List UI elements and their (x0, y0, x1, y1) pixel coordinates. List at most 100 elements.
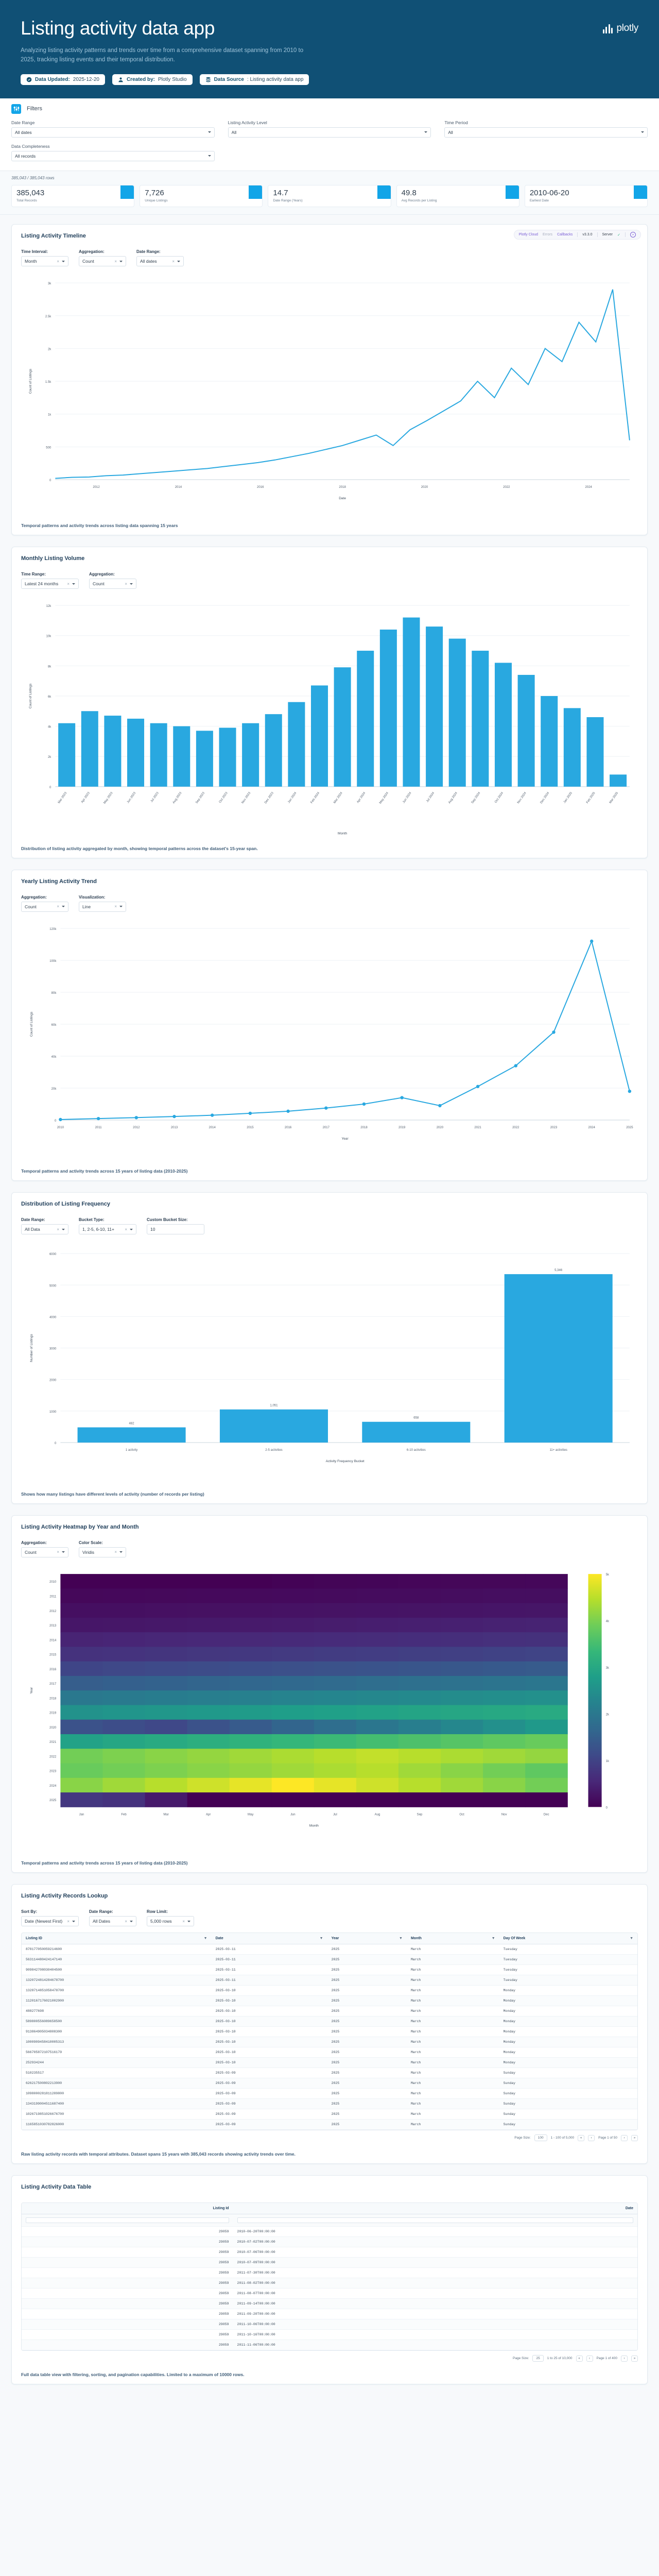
date-range-select[interactable]: All dates × (136, 256, 184, 267)
time-range-select[interactable]: Latest 24 months × (21, 579, 79, 589)
filter-icon[interactable]: ▼ (319, 1937, 323, 1941)
table-row[interactable]: 252934244 2025-03-10 2025 March Monday (22, 2057, 637, 2069)
first-page-button[interactable]: « (578, 2134, 585, 2141)
table-row[interactable]: 29059 2011-10-16T00:00:00 (22, 2329, 637, 2341)
table-row[interactable]: 1000909458410005313 2025-03-10 2025 March Mo… (22, 2037, 637, 2048)
table-row[interactable]: 1328714851058478700 2025-03-10 2025 March Mo… (22, 1985, 637, 1996)
table-row[interactable]: 566705872107516179 2025-03-10 2025 March Mon… (22, 2047, 637, 2058)
table-row[interactable]: 510235517 2025-03-09 2025 March Sunday (22, 2067, 637, 2079)
table-row[interactable]: 29059 2011-10-06T00:00:00 (22, 2319, 637, 2330)
color-scale-select[interactable]: Viridis × (79, 1547, 126, 1557)
activity-level-select[interactable]: All (228, 127, 431, 138)
custom-bucket-size-input[interactable]: 10 (147, 1224, 204, 1235)
column-filter-input[interactable] (233, 2214, 637, 2227)
time-period-select[interactable]: All (444, 127, 648, 138)
bucket-type-select[interactable]: 1, 2-5, 6-10, 11+ × (79, 1224, 136, 1235)
table-row[interactable]: 1320724814284678700 2025-03-11 2025 March Tu… (22, 1975, 637, 1986)
table-row[interactable]: 29059 2010-07-02T00:00:00 (22, 2236, 637, 2248)
last-page-button[interactable]: » (631, 2355, 638, 2362)
table-row[interactable]: 29059 2011-08-07T00:00:00 (22, 2288, 637, 2299)
clear-icon[interactable]: × (182, 1919, 185, 1924)
page-size-input[interactable]: 100 (534, 2134, 547, 2142)
date-range-select[interactable]: All Dates × (89, 1916, 136, 1927)
heatmap-svg[interactable]: 2010 2011 2012 2013 2014 2015 2016 2017 2018 2019… (19, 1564, 640, 1854)
clear-icon[interactable]: × (67, 581, 70, 586)
column-header[interactable]: Listing ID ▼ (22, 1933, 212, 1945)
lookup-table[interactable]: Listing ID ▼ Date ▼ Year ▼ Month ▼ Day Of Week ▼ … (22, 1933, 637, 2130)
clear-icon[interactable]: × (125, 1227, 127, 1232)
data-completeness-select[interactable]: All records (11, 150, 215, 161)
clear-icon[interactable]: × (125, 581, 127, 586)
column-header[interactable]: Listing Id (22, 2203, 233, 2215)
time-interval-select[interactable]: Month × (21, 256, 68, 267)
table-row[interactable]: 563114480424147140 2025-03-11 2025 March Tue… (22, 1954, 637, 1965)
table-row[interactable]: 1343199004511687400 2025-03-09 2025 March Su… (22, 2098, 637, 2110)
clear-icon[interactable]: × (125, 1919, 127, 1924)
clear-icon[interactable]: × (114, 259, 117, 264)
callbacks-link[interactable]: Callbacks (557, 233, 573, 237)
timeline-plot[interactable]: 0 500 1k 1.5k 2k 2.5k 3k 2012 2014 2016 2018 2020 20… (12, 273, 647, 519)
next-page-button[interactable]: › (621, 2355, 628, 2362)
date-range-select[interactable]: All Data × (21, 1224, 68, 1235)
monthly-plot[interactable]: 0 2k 4k 6k 8k 10k 12k Mar 2023 Apr 2023 May 2023 J… (12, 595, 647, 841)
yearly-svg[interactable]: 0 20k 40k 60k 80k 100k 120k 2010 2011 2012 2013 201… (19, 918, 640, 1161)
data-table-filter-row[interactable] (22, 2214, 637, 2227)
clear-icon[interactable]: × (57, 904, 59, 909)
table-row[interactable]: 29059 2010-07-06T00:00:00 (22, 2247, 637, 2258)
column-header[interactable]: Date (233, 2203, 637, 2215)
column-header[interactable]: Month ▼ (406, 1933, 499, 1945)
first-page-button[interactable]: « (576, 2355, 583, 2362)
filter-icon[interactable]: ▼ (399, 1937, 403, 1941)
table-row[interactable]: 29059 2011-07-30T00:00:00 (22, 2267, 637, 2279)
heatmap-plot[interactable]: 2010 2011 2012 2013 2014 2015 2016 2017 2018 2019… (12, 1564, 647, 1857)
monthly-svg[interactable]: 0 2k 4k 6k 8k 10k 12k Mar 2023 Apr 2023 May 2023 J… (19, 595, 640, 838)
clear-icon[interactable]: × (57, 1227, 59, 1232)
table-row[interactable]: 488277698 2025-03-10 2025 March Monday (22, 2006, 637, 2017)
data-table[interactable]: Listing Id Date 29059 2010-06-20T00:00:00 2… (22, 2203, 637, 2351)
aggregation-select[interactable]: Count × (21, 901, 68, 912)
column-header[interactable]: Day Of Week ▼ (499, 1933, 637, 1945)
errors-link[interactable]: Errors (543, 233, 553, 237)
table-row[interactable]: 29059 2011-09-20T00:00:00 (22, 2309, 637, 2320)
clear-icon[interactable]: × (57, 259, 59, 264)
column-header[interactable]: Date ▼ (211, 1933, 327, 1945)
table-row[interactable]: 626217500802213900 2025-03-09 2025 March Sun… (22, 2078, 637, 2089)
last-page-button[interactable]: » (631, 2134, 638, 2141)
expand-icon[interactable]: » (630, 232, 636, 238)
row-limit-select[interactable]: 5,000 rows × (147, 1916, 194, 1927)
aggregation-select[interactable]: Count × (89, 579, 136, 589)
page-size-input[interactable]: 25 (532, 2355, 544, 2362)
aggregation-select[interactable]: Count × (21, 1547, 68, 1557)
clear-icon[interactable]: × (67, 1919, 70, 1924)
filter-icon[interactable]: ▼ (491, 1937, 495, 1941)
visualization-select[interactable]: Line × (79, 901, 126, 912)
table-row[interactable]: 1098000281811289800 2025-03-09 2025 March Su… (22, 2088, 637, 2099)
table-row[interactable]: 589800556089658500 2025-03-10 2025 March Mon… (22, 2016, 637, 2027)
table-row[interactable]: 1120167176021002900 2025-03-10 2025 March Mo… (22, 1995, 637, 2007)
dev-toolbar[interactable]: Plotly Cloud Errors Callbacks v3.3.0 Ser… (513, 230, 641, 240)
prev-page-button[interactable]: ‹ (588, 2134, 595, 2141)
table-row[interactable]: 29059 2011-11-06T00:00:00 (22, 2340, 637, 2351)
frequency-svg[interactable]: 0 1000 2000 3000 4000 5000 6000 482 1 activity 1,… (19, 1241, 640, 1484)
column-header[interactable]: Year ▼ (327, 1933, 407, 1945)
plotly-cloud-link[interactable]: Plotly Cloud (518, 233, 538, 237)
sort-by-select[interactable]: Date (Newest First) × (21, 1916, 79, 1927)
clear-icon[interactable]: × (114, 1550, 117, 1554)
column-filter-input[interactable] (22, 2214, 233, 2227)
yearly-plot[interactable]: 0 20k 40k 60k 80k 100k 120k 2010 2011 2012 2013 201… (12, 918, 647, 1164)
prev-page-button[interactable]: ‹ (586, 2355, 593, 2362)
table-row[interactable]: 909842708030404500 2025-03-11 2025 March Tue… (22, 1964, 637, 1976)
table-row[interactable]: 29059 2010-07-09T00:00:00 (22, 2257, 637, 2268)
table-row[interactable]: 29059 2010-06-20T00:00:00 (22, 2226, 637, 2238)
timeline-svg[interactable]: 0 500 1k 1.5k 2k 2.5k 3k 2012 2014 2016 2018 2020 20… (19, 273, 640, 516)
table-row[interactable]: 29059 2011-08-02T00:00:00 (22, 2278, 637, 2289)
clear-icon[interactable]: × (172, 259, 175, 264)
clear-icon[interactable]: × (57, 1550, 59, 1554)
table-row[interactable]: 1165851030782826000 2025-03-09 2025 March Su… (22, 2119, 637, 2130)
frequency-plot[interactable]: 0 1000 2000 3000 4000 5000 6000 482 1 activity 1,… (12, 1241, 647, 1487)
table-row[interactable]: 878177050059214600 2025-03-11 2025 March Tue… (22, 1944, 637, 1955)
filter-icon[interactable]: ▼ (203, 1937, 207, 1941)
next-page-button[interactable]: › (621, 2134, 628, 2141)
aggregation-select[interactable]: Count × (79, 256, 126, 267)
table-row[interactable]: 1026719851026676700 2025-03-09 2025 March Su… (22, 2109, 637, 2120)
